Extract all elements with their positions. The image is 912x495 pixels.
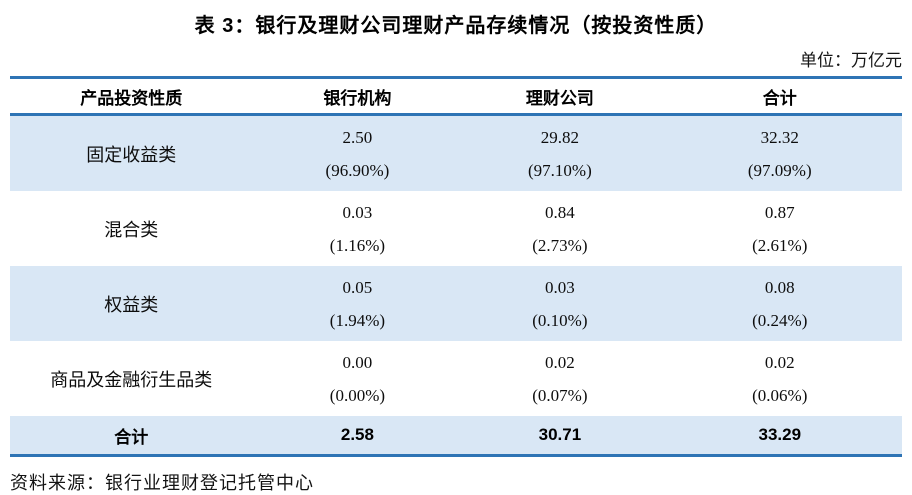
cell-value: 0.03 <box>545 277 575 297</box>
data-source-note: 资料来源：银行业理财登记托管中心 <box>10 473 314 493</box>
total-row-label: 合计 <box>114 427 149 447</box>
cell-percent: (0.00%) <box>329 385 386 405</box>
cell-value: 32.32 <box>760 127 799 147</box>
table-header-row: 产品投资性质 银行机构 理财公司 合计 <box>10 79 902 116</box>
cell-bank: 0.03 (1.16%) <box>253 191 463 266</box>
cell-percent: (0.10%) <box>532 310 588 330</box>
cell-percent: (0.24%) <box>752 310 808 330</box>
cell-percent: (0.07%) <box>532 385 588 405</box>
cell-bank: 0.05 (1.94%) <box>253 266 463 341</box>
cell-bank: 0.00 (0.00%) <box>253 341 463 416</box>
cell-value: 0.05 <box>342 277 373 297</box>
cell-wmc: 29.82 (97.10%) <box>462 116 657 191</box>
header-product-nature: 产品投资性质 <box>80 88 183 108</box>
row-label: 权益类 <box>104 294 159 315</box>
cell-value: 0.84 <box>545 202 575 222</box>
cell-value: 2.50 <box>342 127 373 147</box>
table-title: 表 3：银行及理财公司理财产品存续情况（按投资性质） <box>194 15 718 37</box>
cell-bank: 2.50 (96.90%) <box>253 116 463 191</box>
row-label: 固定收益类 <box>86 144 177 165</box>
header-wm-company: 理财公司 <box>525 88 594 108</box>
row-label: 商品及金融衍生品类 <box>50 369 213 390</box>
cell-percent: (1.16%) <box>329 235 386 255</box>
cell-wmc: 0.84 (2.73%) <box>462 191 657 266</box>
cell-wmc: 0.02 (0.07%) <box>462 341 657 416</box>
table-total-row: 合计 2.58 30.71 33.29 <box>10 416 902 454</box>
cell-percent: (2.73%) <box>532 235 588 255</box>
cell-percent: (1.94%) <box>329 310 386 330</box>
header-bank-institution: 银行机构 <box>323 88 392 108</box>
cell-percent: (96.90%) <box>325 160 390 180</box>
table-row-equity: 权益类 0.05 (1.94%) 0.03 (0.10%) 0.08 (0.24… <box>10 266 902 341</box>
cell-total: 0.87 (2.61%) <box>658 191 902 266</box>
cell-total: 0.08 (0.24%) <box>658 266 902 341</box>
table-row-mixed: 混合类 0.03 (1.16%) 0.84 (2.73%) 0.87 (2.61… <box>10 191 902 266</box>
report-table-page: 表 3：银行及理财公司理财产品存续情况（按投资性质） 单位：万亿元 产品投资性质… <box>10 0 902 495</box>
cell-percent: (97.10%) <box>528 160 592 180</box>
row-label: 混合类 <box>104 219 159 240</box>
cell-percent: (2.61%) <box>752 235 808 255</box>
cell-percent: (0.06%) <box>752 385 808 405</box>
table-row-fixed-income: 固定收益类 2.50 (96.90%) 29.82 (97.10%) 32.32… <box>10 116 902 191</box>
cell-value: 0.08 <box>764 277 795 297</box>
total-wmc: 30.71 <box>538 425 582 444</box>
cell-total: 32.32 (97.09%) <box>658 116 902 191</box>
unit-label: 单位：万亿元 <box>800 51 902 70</box>
cell-value: 0.87 <box>764 202 795 222</box>
table-row-commodity-derivatives: 商品及金融衍生品类 0.00 (0.00%) 0.02 (0.07%) 0.02… <box>10 341 902 416</box>
cell-value: 0.02 <box>545 352 575 372</box>
cell-value: 0.03 <box>342 202 373 222</box>
total-total: 33.29 <box>758 425 802 444</box>
cell-value: 0.02 <box>764 352 795 372</box>
wealth-product-table: 产品投资性质 银行机构 理财公司 合计 固定收益类 2.50 (96.90%) … <box>10 76 902 457</box>
total-bank: 2.58 <box>340 425 374 444</box>
cell-percent: (97.09%) <box>747 160 812 180</box>
header-total: 合计 <box>762 88 797 108</box>
cell-total: 0.02 (0.06%) <box>658 341 902 416</box>
cell-value: 0.00 <box>342 352 373 372</box>
cell-value: 29.82 <box>540 127 580 147</box>
cell-wmc: 0.03 (0.10%) <box>462 266 657 341</box>
